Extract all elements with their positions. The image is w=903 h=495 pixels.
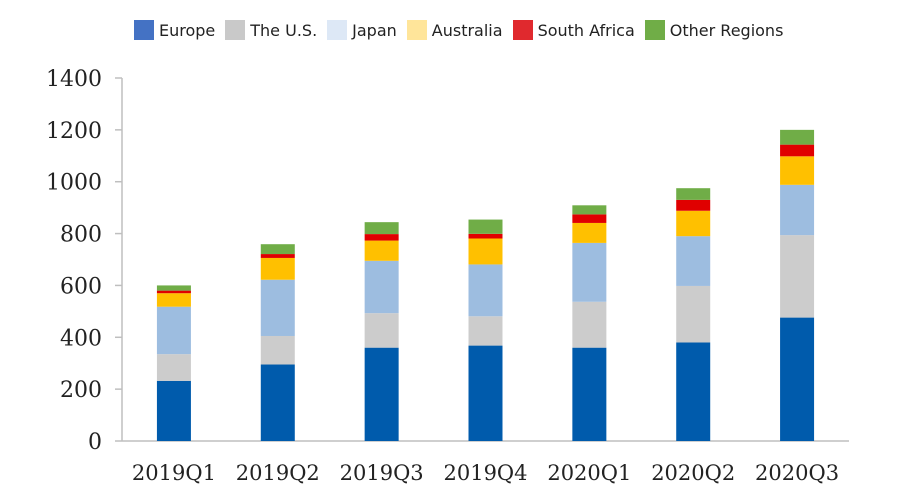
x-tick-label: 2020Q1	[547, 461, 631, 485]
x-tick-label: 2019Q1	[132, 461, 216, 485]
bar-segment	[364, 240, 399, 261]
bar-segment	[156, 285, 191, 291]
bar-segment	[780, 129, 815, 145]
bar-segment	[572, 242, 607, 302]
y-tick-label: 1400	[46, 67, 102, 92]
x-tick-label: 2019Q4	[443, 461, 527, 485]
bar-segment	[780, 184, 815, 236]
bar-segment	[676, 236, 711, 286]
bar-segment	[156, 380, 191, 441]
y-tick-label: 600	[60, 274, 102, 299]
bar-segment	[468, 219, 503, 234]
bar-segment	[676, 342, 711, 441]
legend-swatch-us	[225, 20, 246, 40]
legend-swatch-japan	[327, 20, 348, 40]
legend-item-other-regions: Other Regions	[644, 20, 784, 40]
bar-segment	[156, 293, 191, 307]
bar-segment	[364, 260, 399, 314]
bar-segment	[572, 222, 607, 243]
bar-segment	[364, 347, 399, 441]
bar-segment	[468, 264, 503, 317]
bar-segment	[260, 257, 295, 280]
bar-segment	[260, 254, 295, 258]
legend-item-japan: Japan	[327, 20, 397, 40]
legend-swatch-south-africa	[512, 20, 533, 40]
bar-segment	[572, 214, 607, 223]
x-tick-label: 2020Q3	[755, 461, 839, 485]
legend-label-europe: Europe	[159, 20, 216, 40]
bar-segment	[468, 345, 503, 441]
bar-segment	[780, 156, 815, 185]
legend-label-south-africa: South Africa	[537, 20, 635, 40]
legend-swatch-europe	[134, 20, 154, 40]
x-tick-label: 2020Q2	[651, 461, 735, 485]
y-tick-label: 800	[60, 223, 102, 248]
legend-item-australia: Australia	[406, 20, 503, 40]
bar-segment	[364, 222, 399, 235]
x-tick-label: 2019Q2	[236, 461, 320, 485]
legend: Europe The U.S. Japan Australia South Af…	[134, 20, 793, 40]
bar-segment	[676, 285, 711, 343]
bar-segment	[260, 335, 295, 365]
bar-segment	[780, 144, 815, 157]
y-tick-label: 1000	[46, 171, 102, 196]
bar-segment	[572, 301, 607, 348]
bar-segment	[572, 205, 607, 215]
legend-item-us: The U.S.	[225, 20, 317, 40]
y-tick-label: 200	[60, 378, 102, 403]
bar-segment	[572, 347, 607, 441]
legend-label-us: The U.S.	[250, 20, 318, 40]
bar-segment	[260, 279, 295, 336]
legend-swatch-other-regions	[644, 20, 665, 40]
y-tick-label: 400	[60, 326, 102, 351]
bar-segment	[676, 199, 711, 211]
y-tick-label: 0	[88, 430, 102, 455]
bar-segment	[468, 238, 503, 265]
bar-segment	[468, 316, 503, 346]
bar-segment	[780, 235, 815, 318]
bar-segment	[676, 188, 711, 200]
bar-segment	[468, 233, 503, 239]
bar-segment	[260, 364, 295, 441]
bar-segment	[364, 313, 399, 348]
legend-swatch-australia	[406, 20, 427, 40]
bar-segment	[780, 317, 815, 441]
bar-segment	[156, 306, 191, 355]
bar-segment	[364, 234, 399, 241]
bar-segment	[156, 354, 191, 381]
bar-segment	[260, 244, 295, 255]
legend-item-south-africa: South Africa	[512, 20, 635, 40]
legend-label-japan: Japan	[352, 20, 397, 40]
y-tick-label: 1200	[46, 119, 102, 144]
bar-segment	[676, 210, 711, 237]
legend-label-other-regions: Other Regions	[669, 20, 784, 40]
x-tick-label: 2019Q3	[340, 461, 424, 485]
legend-item-europe: Europe	[134, 20, 215, 40]
bar-segment	[156, 290, 191, 294]
legend-label-australia: Australia	[431, 20, 503, 40]
